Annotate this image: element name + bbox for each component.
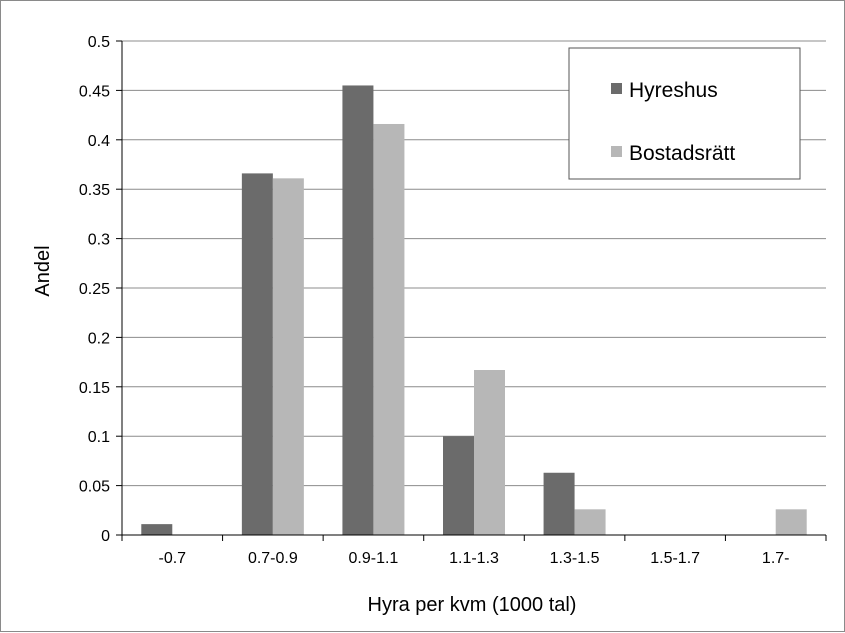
- bar-hyreshus-3: [443, 436, 474, 535]
- y-tick-label: 0.1: [88, 429, 110, 446]
- bar-bostadsratt-6: [775, 509, 807, 535]
- y-tick-label: 0.05: [79, 479, 110, 496]
- y-tick-label: 0.45: [79, 83, 110, 100]
- y-tick-label: 0.35: [79, 182, 110, 199]
- bar-bostadsratt-3: [474, 370, 505, 535]
- bar-bostadsratt-4: [574, 509, 606, 535]
- bar-bostadsratt-1: [272, 178, 304, 535]
- bar-hyreshus-2: [342, 85, 374, 536]
- y-tick-label: 0.2: [88, 330, 110, 347]
- legend-swatch-bostadsratt: [611, 146, 622, 157]
- legend-label-hyreshus: Hyreshus: [629, 79, 718, 102]
- legend-label-bostadsratt: Bostadsrätt: [629, 142, 735, 165]
- y-tick-label: 0.25: [79, 281, 110, 298]
- x-tick-label: -0.7: [158, 550, 186, 567]
- y-tick-label: 0.5: [88, 34, 110, 51]
- axes: [116, 40, 827, 541]
- x-tick-labels: -0.7 0.7-0.9 0.9-1.1 1.1-1.3 1.3-1.5 1.5-1.7 1…: [158, 550, 789, 567]
- bar-hyreshus-1: [241, 173, 273, 535]
- x-axis-label: Hyra per kvm (1000 tal): [368, 594, 577, 616]
- y-tick-label: 0.3: [88, 232, 110, 249]
- bar-bostadsratt-2: [373, 123, 405, 535]
- x-tick-label: 1.7-: [762, 550, 790, 567]
- x-tick-label: 1.3-1.5: [550, 550, 600, 567]
- y-axis-label: Andel: [32, 245, 54, 296]
- legend: Hyreshus Bostadsrätt: [568, 47, 801, 180]
- legend-swatch-hyreshus: [611, 83, 622, 94]
- gridlines: [122, 40, 826, 487]
- x-tick-label: 0.7-0.9: [248, 550, 298, 567]
- y-tick-labels: 0 0.05 0.1 0.15 0.2 0.25 0.3 0.35 0.4 0.45 0.5: [79, 34, 110, 545]
- y-tick-label: 0.15: [79, 380, 110, 397]
- x-tick-label: 1.5-1.7: [650, 550, 700, 567]
- bar-hyreshus-0: [141, 524, 173, 535]
- y-tick-label: 0.4: [88, 133, 110, 150]
- bar-hyreshus-4: [543, 472, 575, 535]
- bars: [141, 85, 807, 536]
- y-tick-label: 0: [101, 528, 110, 545]
- legend-box: [568, 47, 801, 180]
- x-tick-label: 0.9-1.1: [349, 550, 399, 567]
- x-tick-label: 1.1-1.3: [449, 550, 499, 567]
